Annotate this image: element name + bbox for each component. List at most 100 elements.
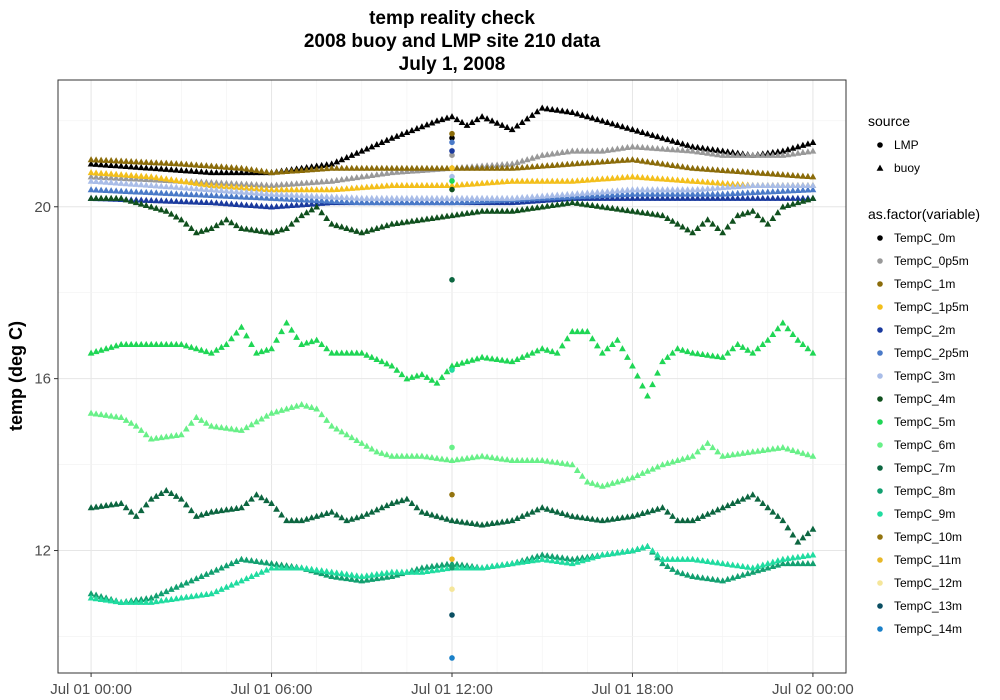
buoy-point [403, 194, 411, 201]
buoy-point [112, 194, 120, 201]
buoy-point [593, 202, 601, 209]
buoy-point [253, 202, 260, 209]
buoy-point [348, 194, 356, 201]
buoy-point [157, 165, 165, 172]
buoy-point [553, 149, 561, 156]
buoy-point [253, 189, 260, 196]
buoy-point [177, 197, 185, 205]
buoy-point [568, 555, 576, 562]
buoy-point [553, 106, 561, 113]
lmp-point [449, 130, 455, 137]
buoy-point [413, 452, 421, 459]
buoy-point [202, 348, 210, 355]
buoy-point [243, 165, 250, 172]
buoy-point [649, 210, 656, 217]
buoy-point [488, 194, 496, 201]
buoy-point [724, 148, 732, 155]
buoy-point [488, 164, 496, 171]
buoy-point [248, 495, 255, 502]
buoy-point [358, 439, 366, 446]
buoy-point [704, 149, 712, 156]
buoy-point [654, 369, 661, 376]
buoy-point [117, 157, 125, 164]
buoy-point [152, 159, 160, 166]
color-legend-label: TempC_0p5m [894, 254, 969, 268]
buoy-point [87, 594, 95, 601]
buoy-point [423, 563, 431, 570]
buoy-point [799, 560, 807, 567]
buoy-point [603, 187, 611, 195]
buoy-point [202, 590, 210, 597]
buoy-point [333, 511, 341, 518]
buoy-point [127, 598, 135, 605]
buoy-point [393, 132, 401, 139]
buoy-point [463, 180, 471, 187]
buoy-point [162, 433, 170, 440]
buoy-point [473, 520, 481, 527]
buoy-point [433, 164, 441, 171]
data-points [87, 104, 817, 661]
buoy-point [523, 510, 531, 517]
buoy-point [122, 180, 130, 187]
buoy-point [583, 192, 591, 199]
buoy-point [323, 197, 331, 204]
color-legend-item: TempC_6m [877, 438, 955, 452]
buoy-point [649, 174, 656, 181]
buoy-point [343, 194, 351, 201]
buoy-point [644, 194, 651, 201]
buoy-point [704, 194, 712, 201]
buoy-point [187, 419, 195, 426]
buoy-point [774, 512, 782, 519]
buoy-point [463, 194, 471, 201]
buoy-point [418, 216, 426, 223]
buoy-point [809, 551, 817, 558]
buoy-point [588, 114, 596, 121]
buoy-point [233, 557, 240, 564]
buoy-point [508, 517, 516, 524]
buoy-point [468, 180, 476, 187]
buoy-point [122, 187, 130, 194]
buoy-point [253, 194, 260, 201]
buoy-point [238, 184, 245, 191]
buoy-point [629, 173, 636, 180]
buoy-point [553, 177, 561, 184]
buoy-point [458, 564, 466, 571]
buoy-point [774, 194, 782, 201]
buoy-point [213, 192, 220, 199]
buoy-point [122, 162, 130, 170]
buoy-point [493, 119, 501, 126]
buoy-point [493, 178, 501, 185]
buoy-point [563, 108, 571, 115]
buoy-point [373, 171, 381, 178]
buoy-point [699, 194, 707, 201]
buoy-point [704, 190, 712, 197]
buoy-point [408, 568, 416, 575]
buoy-point [363, 183, 371, 190]
buoy-point [769, 151, 777, 158]
buoy-point [704, 510, 712, 517]
buoy-point [348, 226, 356, 233]
buoy-point [238, 555, 245, 562]
buoy-point [749, 207, 757, 214]
buoy-point [408, 452, 416, 459]
buoy-point [694, 224, 702, 231]
buoy-point [368, 183, 376, 190]
buoy-point [598, 188, 606, 195]
color-legend-item: TempC_12m [877, 576, 962, 590]
buoy-point [248, 193, 255, 200]
buoy-point [598, 117, 606, 124]
buoy-point [478, 179, 486, 186]
buoy-point [328, 568, 336, 575]
buoy-point [644, 392, 651, 399]
buoy-point [313, 165, 321, 172]
buoy-point [213, 186, 220, 193]
buoy-point [598, 551, 606, 558]
buoy-point [794, 448, 802, 455]
buoy-point [152, 492, 160, 499]
buoy-point [368, 575, 376, 582]
buoy-point [423, 453, 431, 460]
legend-color-key [877, 373, 883, 379]
buoy-point [218, 192, 225, 199]
color-legend-item: TempC_7m [877, 461, 955, 475]
buoy-point [92, 169, 100, 176]
